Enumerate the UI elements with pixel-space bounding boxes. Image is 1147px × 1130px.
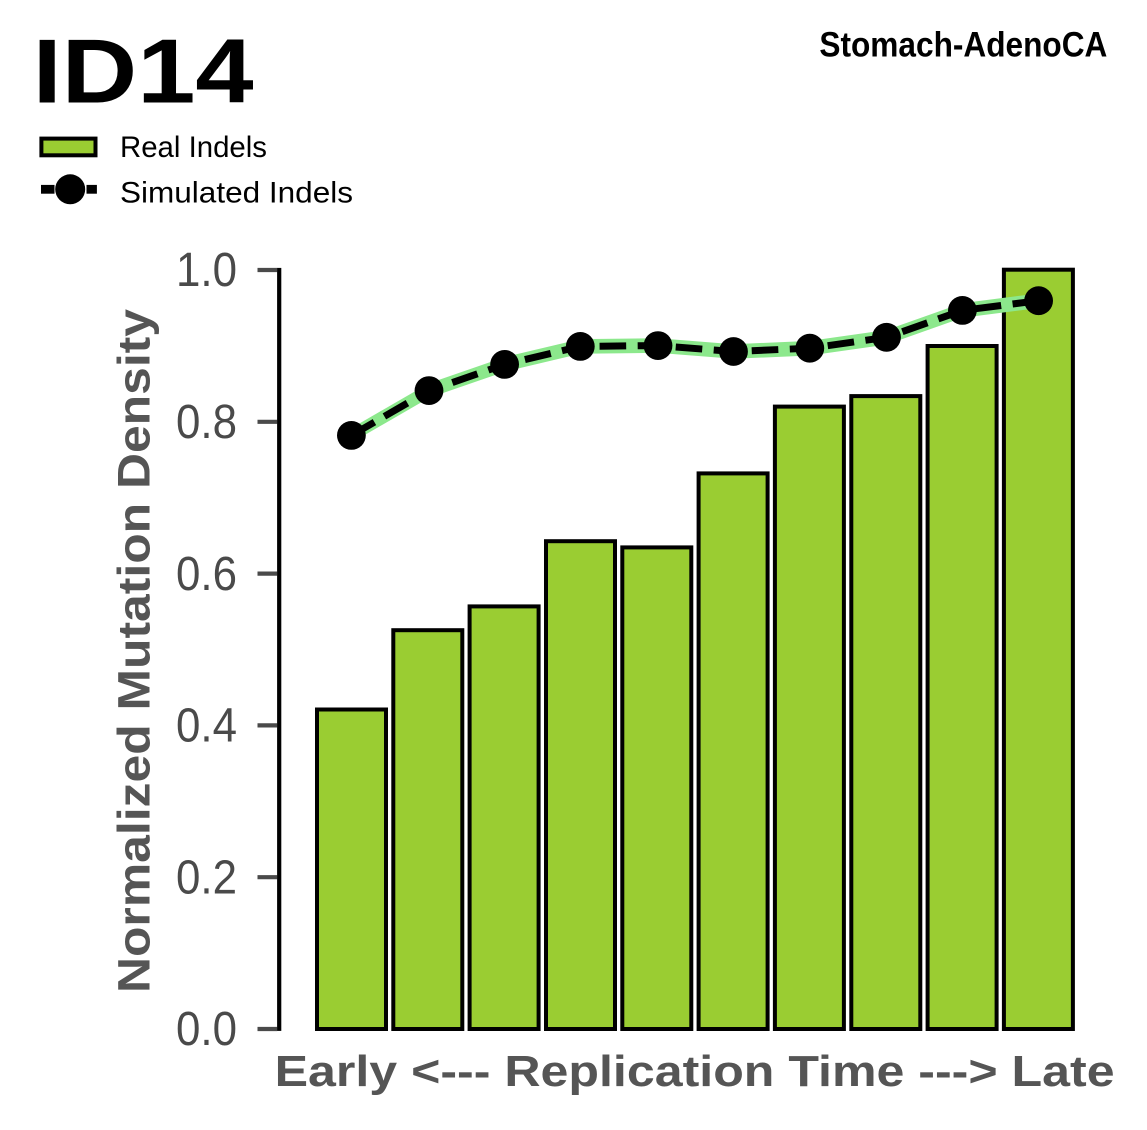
svg-text:ID14: ID14: [33, 21, 254, 122]
svg-text:Early <--- Replication Time --: Early <--- Replication Time ---> Late: [275, 1047, 1115, 1096]
svg-text:0.6: 0.6: [176, 548, 237, 601]
svg-text:0.4: 0.4: [176, 700, 237, 753]
svg-text:1.0: 1.0: [176, 244, 237, 297]
svg-text:Real Indels: Real Indels: [120, 131, 267, 164]
svg-text:0.8: 0.8: [176, 396, 237, 449]
svg-text:Simulated Indels: Simulated Indels: [120, 177, 353, 210]
svg-text:0.2: 0.2: [176, 851, 237, 904]
svg-text:Stomach-AdenoCA: Stomach-AdenoCA: [819, 26, 1107, 65]
svg-text:0.0: 0.0: [176, 1003, 237, 1056]
svg-text:Normalized Mutation Density: Normalized Mutation Density: [109, 309, 160, 993]
